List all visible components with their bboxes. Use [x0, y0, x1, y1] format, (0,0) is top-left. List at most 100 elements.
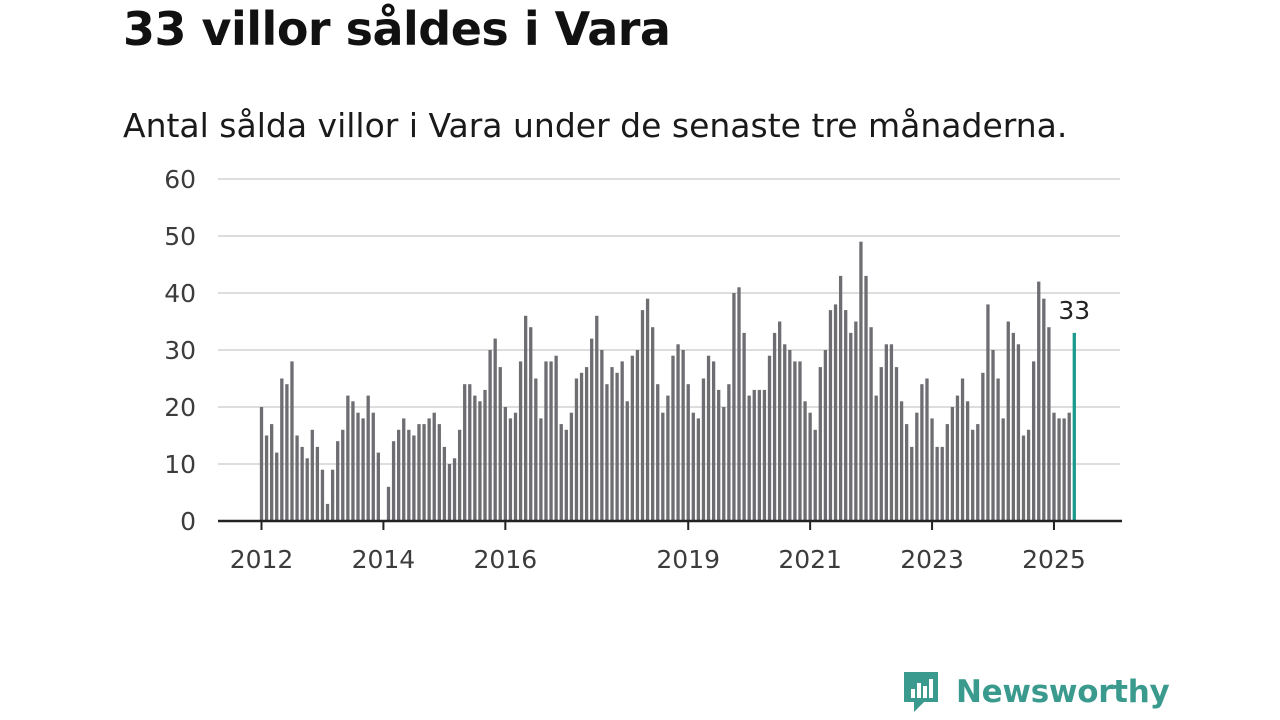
- bar: [315, 446, 320, 521]
- bar: [727, 384, 731, 521]
- bar: [793, 361, 797, 521]
- bar: [1047, 327, 1051, 521]
- bar: [960, 378, 965, 521]
- bar: [945, 424, 949, 521]
- bar: [579, 372, 584, 521]
- bar: [635, 350, 640, 521]
- value-labels: 33: [1058, 296, 1090, 325]
- bars: [259, 241, 1076, 521]
- bar: [488, 350, 492, 521]
- bar: [402, 418, 406, 521]
- bar: [1011, 332, 1015, 521]
- bar: [320, 469, 325, 521]
- y-tick-label: 10: [164, 450, 196, 479]
- bar: [468, 384, 472, 521]
- y-tick-label: 40: [164, 279, 196, 308]
- bar: [1057, 418, 1061, 521]
- bar: [778, 321, 782, 521]
- x-tick-label: 2016: [474, 545, 538, 574]
- bar: [783, 344, 787, 521]
- bar: [996, 378, 1000, 521]
- bar: [894, 367, 899, 521]
- bar: [854, 321, 858, 521]
- bar: [640, 310, 645, 521]
- bar: [356, 412, 360, 521]
- x-tick-label: 2012: [230, 545, 294, 574]
- bar: [376, 452, 380, 521]
- bar: [808, 412, 812, 521]
- bar: [630, 355, 634, 521]
- bar: [1016, 344, 1021, 521]
- bar: [427, 418, 431, 521]
- y-tick-label: 60: [164, 165, 196, 194]
- bar: [300, 446, 304, 521]
- bar: [925, 378, 929, 521]
- bar: [788, 350, 792, 521]
- y-axis-ticks: 0 10 20 30 40 50 60: [164, 165, 196, 536]
- bar: [549, 361, 553, 521]
- y-tick-label: 0: [180, 507, 196, 536]
- bar: [874, 395, 878, 521]
- bar: [651, 327, 655, 521]
- bar: [833, 304, 838, 521]
- x-tick-label: 2023: [900, 545, 964, 574]
- bar: [584, 367, 589, 521]
- bar: [950, 407, 955, 521]
- bar: [803, 401, 807, 521]
- bar: [955, 395, 960, 521]
- bar: [676, 344, 680, 521]
- bar: [397, 429, 401, 521]
- bar: [762, 389, 767, 521]
- bar: [757, 389, 761, 521]
- bar: [717, 389, 721, 521]
- bar: [361, 418, 365, 521]
- bar: [818, 367, 822, 521]
- bar-highlight: [1072, 332, 1076, 521]
- bar: [554, 355, 558, 521]
- bar: [1032, 361, 1036, 521]
- bar: [325, 503, 330, 521]
- bar: [351, 401, 355, 521]
- bar: [686, 384, 690, 521]
- bar: [590, 338, 594, 521]
- bar: [838, 275, 843, 521]
- chart-subtitle: Antal sålda villor i Vara under de senas…: [123, 106, 1068, 145]
- bar: [346, 395, 350, 521]
- bar: [722, 407, 726, 521]
- bar: [518, 361, 523, 521]
- bar: [844, 310, 848, 521]
- bar: [767, 355, 772, 521]
- bar: [986, 304, 990, 521]
- bar: [1001, 418, 1005, 521]
- bar: [310, 429, 314, 521]
- bar: [539, 418, 543, 521]
- y-tick-label: 20: [164, 393, 196, 422]
- brand-name: Newsworthy: [956, 674, 1170, 710]
- bar: [457, 429, 462, 521]
- bar: [747, 395, 751, 521]
- bar: [1042, 298, 1046, 521]
- bar: [366, 395, 370, 521]
- bar: [437, 424, 441, 521]
- bar: [798, 361, 802, 521]
- bar: [513, 412, 518, 521]
- bar: [1062, 418, 1066, 521]
- x-tick-label: 2014: [352, 545, 416, 574]
- bar: [869, 327, 873, 521]
- bar: [330, 469, 335, 521]
- bar: [595, 315, 599, 521]
- bar: [290, 361, 294, 521]
- bar: [442, 446, 447, 521]
- bar: [899, 401, 904, 521]
- bar: [940, 446, 944, 521]
- bar: [615, 372, 619, 521]
- bar: [498, 367, 502, 521]
- bar: [737, 287, 741, 521]
- bar: [574, 378, 579, 521]
- bar: [976, 424, 980, 521]
- bar: [1067, 412, 1071, 521]
- bar: [493, 338, 497, 521]
- bar: [285, 384, 289, 521]
- bar: [823, 350, 828, 521]
